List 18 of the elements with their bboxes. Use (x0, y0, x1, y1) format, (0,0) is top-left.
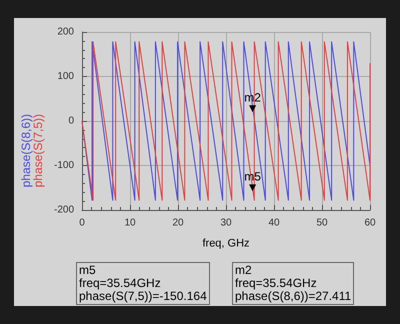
x-tick-label: 10 (124, 218, 136, 228)
x-tick-label: 30 (220, 218, 232, 228)
x-tick-label: 60 (364, 218, 376, 228)
y-tick-label: -200 (54, 204, 74, 216)
x-tick-label: 20 (172, 218, 184, 228)
x-tick-label: 40 (268, 218, 280, 228)
text: phase(S(7,5)) (31, 114, 45, 188)
y-tick-label: 200 (57, 26, 74, 38)
readout-box: m2 freq=35.54GHz phase(S(8,6))=27.411 (232, 262, 354, 305)
y-tick-label: 0 (68, 116, 74, 126)
y-tick-label: 100 (57, 71, 74, 82)
x-tick-label: 0 (79, 218, 86, 228)
x-tick-label: 50 (316, 218, 328, 228)
y-tick-label: -100 (54, 160, 74, 171)
text: phase(S(8,6)) (19, 114, 33, 188)
x-axis-title: freq, GHz (202, 238, 250, 250)
line-series (82, 41, 370, 201)
readout-box: m5 freq=35.54GHz phase(S(7,5))=-150.164 (76, 262, 210, 305)
